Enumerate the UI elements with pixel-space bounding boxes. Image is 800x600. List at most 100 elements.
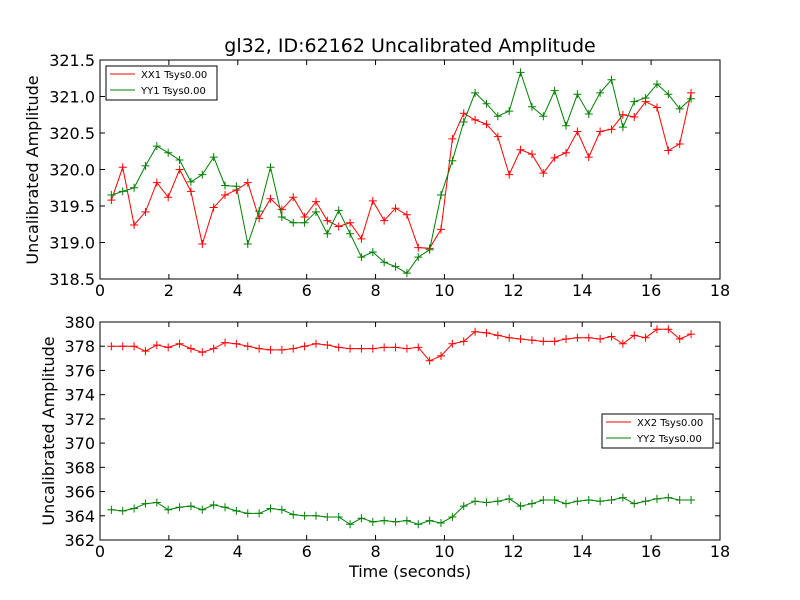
data-point-2-1-28 [425, 356, 434, 365]
data-point-1-2-2 [130, 183, 139, 192]
data-point-2-1-9 [209, 344, 218, 353]
data-point-1-1-27 [414, 243, 423, 252]
x-tick-label: 16 [641, 281, 661, 300]
data-point-2-2-47 [641, 497, 650, 506]
data-point-2-2-41 [573, 497, 582, 506]
data-point-1-1-43 [596, 127, 605, 136]
data-point-1-2-22 [357, 253, 366, 262]
data-point-1-2-31 [459, 118, 468, 127]
x-tick-label: 12 [503, 281, 523, 300]
top-legend-box [105, 65, 218, 101]
legend-xx2-label: XX2 Tsys0.00 [637, 418, 703, 429]
top-plot-series [107, 68, 696, 278]
y-tick-label: 320.5 [49, 124, 95, 143]
data-point-1-2-18 [311, 207, 320, 216]
series-line-2-1 [111, 328, 692, 362]
x-tick-label: 0 [95, 281, 105, 300]
x-tick-label: 14 [572, 542, 592, 561]
data-point-2-2-7 [186, 502, 195, 511]
data-point-2-1-11 [232, 339, 241, 348]
data-point-1-2-3 [141, 161, 150, 170]
data-point-1-2-40 [562, 121, 571, 130]
bottom-panel: 0 2 4 6 8 10 12 14 16 18 362 364 366 368 370 372 374 376 3… [39, 313, 730, 581]
data-point-2-1-36 [516, 334, 525, 343]
data-point-1-2-39 [550, 86, 559, 95]
data-point-2-1-23 [368, 344, 377, 353]
data-point-2-2-12 [243, 509, 252, 518]
data-point-2-1-19 [323, 341, 332, 350]
data-point-2-1-2 [130, 342, 139, 351]
data-point-2-2-42 [584, 496, 593, 505]
data-point-1-1-46 [630, 112, 639, 121]
data-point-2-1-13 [255, 344, 264, 353]
y-tick-label: 320.0 [49, 161, 95, 180]
top-ticks: 0 2 4 6 8 10 12 14 16 18 318.5 319.0 319.5 320.0 320.5… [49, 51, 730, 300]
data-point-1-1-36 [516, 145, 525, 154]
x-tick-label: 8 [370, 542, 380, 561]
y-tick-label: 319.0 [49, 234, 95, 253]
data-point-2-1-22 [357, 344, 366, 353]
data-point-1-2-4 [152, 142, 161, 151]
data-point-2-2-20 [334, 512, 343, 521]
legend-xx1-label: XX1 Tsys0.00 [141, 70, 207, 81]
data-point-1-2-12 [243, 239, 252, 248]
data-point-1-2-26 [402, 269, 411, 278]
data-point-2-1-42 [584, 333, 593, 342]
data-point-2-2-28 [425, 516, 434, 525]
data-point-2-2-23 [368, 517, 377, 526]
data-point-2-1-38 [539, 337, 548, 346]
data-point-1-1-8 [198, 239, 207, 248]
data-point-2-2-1 [118, 506, 127, 515]
data-point-1-2-7 [186, 177, 195, 186]
data-point-1-1-9 [209, 203, 218, 212]
x-tick-label: 14 [572, 281, 592, 300]
data-point-2-2-18 [311, 511, 320, 520]
data-point-2-1-32 [471, 327, 480, 336]
data-point-2-2-8 [198, 505, 207, 514]
data-point-1-2-20 [334, 206, 343, 215]
data-point-1-2-51 [687, 94, 696, 103]
y-tick-label: 370 [64, 434, 95, 453]
data-point-1-2-14 [266, 163, 275, 172]
data-point-1-2-25 [391, 262, 400, 271]
data-point-2-1-31 [459, 337, 468, 346]
data-point-1-1-33 [482, 120, 491, 129]
data-point-1-1-40 [562, 148, 571, 157]
data-point-1-2-30 [448, 156, 457, 165]
data-point-2-1-47 [641, 333, 650, 342]
data-point-2-2-4 [152, 498, 161, 507]
legend-yy2-label: YY2 Tsys0.00 [636, 434, 702, 445]
data-point-1-1-18 [311, 197, 320, 206]
data-point-2-1-40 [562, 334, 571, 343]
data-point-1-1-41 [573, 127, 582, 136]
x-tick-label: 6 [302, 281, 312, 300]
data-point-2-2-50 [675, 496, 684, 505]
data-point-2-1-43 [596, 334, 605, 343]
data-point-2-2-25 [391, 517, 400, 526]
data-point-1-1-19 [323, 216, 332, 225]
data-point-1-2-10 [221, 181, 230, 190]
bottom-legend: XX2 Tsys0.00 YY2 Tsys0.00 [601, 413, 714, 449]
data-point-2-1-33 [482, 328, 491, 337]
data-point-2-1-7 [186, 344, 195, 353]
data-point-1-2-48 [652, 80, 661, 89]
data-point-1-2-28 [425, 245, 434, 254]
x-tick-label: 10 [434, 281, 454, 300]
data-point-2-2-26 [402, 516, 411, 525]
y-tick-label: 321.0 [49, 88, 95, 107]
y-tick-label: 321.5 [49, 51, 95, 70]
data-point-2-2-33 [482, 498, 491, 507]
bottom-ticks: 0 2 4 6 8 10 12 14 16 18 362 364 366 368 370 372 374 376 3… [64, 313, 730, 561]
x-tick-label: 6 [302, 542, 312, 561]
data-point-1-2-32 [471, 88, 480, 97]
data-point-2-2-19 [323, 512, 332, 521]
data-point-2-1-35 [505, 333, 514, 342]
legend-yy1-label: YY1 Tsys0.00 [140, 86, 206, 97]
data-point-1-2-38 [539, 112, 548, 121]
y-tick-label: 372 [64, 410, 95, 429]
data-point-2-2-11 [232, 506, 241, 515]
top-legend: XX1 Tsys0.00 YY1 Tsys0.00 [105, 65, 218, 101]
data-point-2-2-13 [255, 509, 264, 518]
data-point-2-1-21 [346, 344, 355, 353]
